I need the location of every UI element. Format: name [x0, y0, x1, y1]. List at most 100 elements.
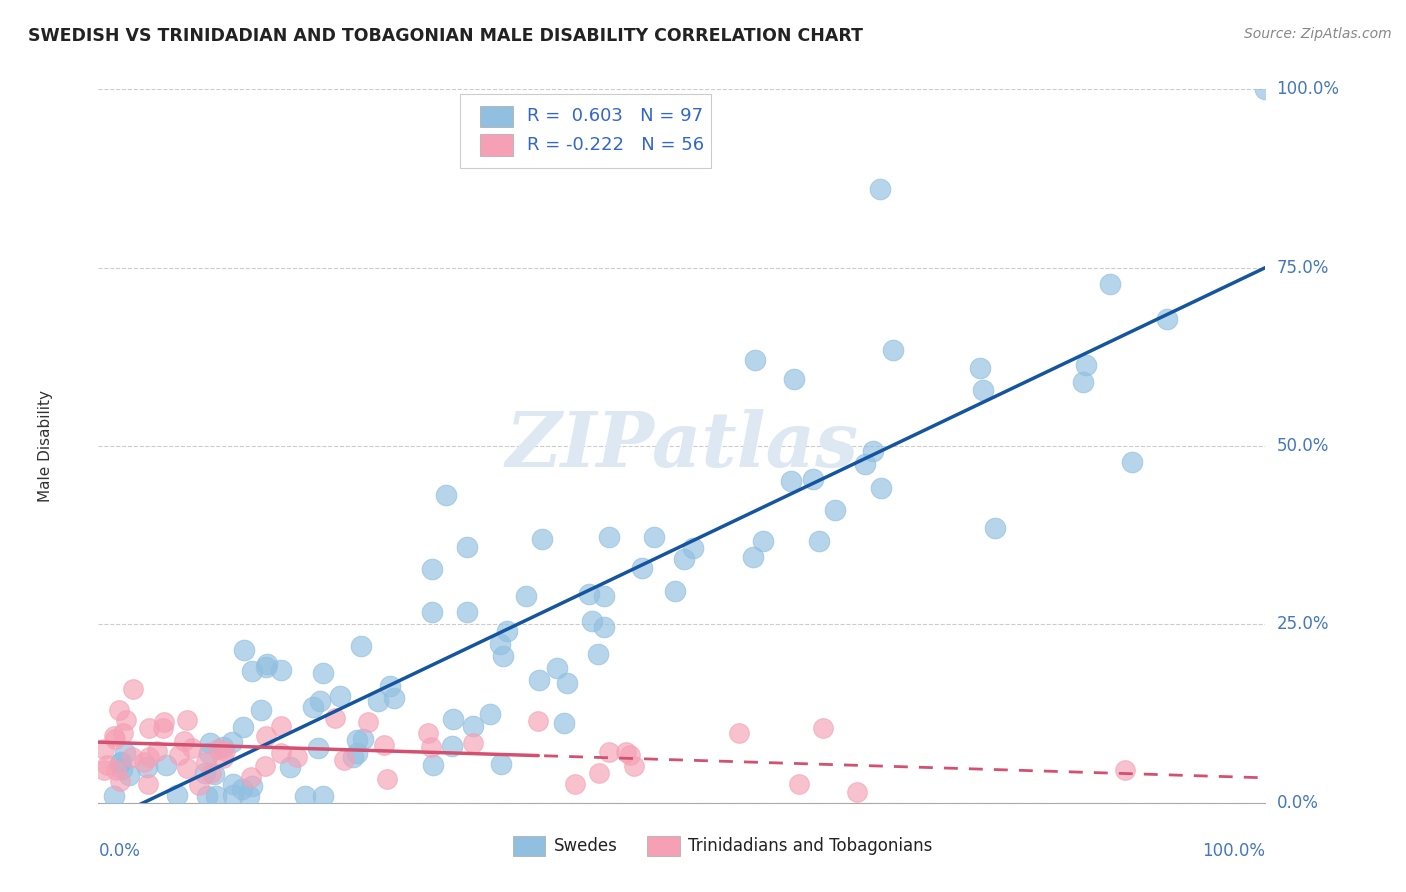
Point: [1099, 277, 1122, 292]
Bar: [479, 134, 513, 155]
Point: [309, 694, 332, 708]
Text: 100.0%: 100.0%: [1277, 80, 1340, 98]
Text: Swedes: Swedes: [554, 837, 617, 855]
Point: [807, 534, 830, 549]
Point: [152, 721, 174, 735]
Point: [312, 665, 335, 680]
Text: ZIPatlas: ZIPatlas: [505, 409, 859, 483]
Point: [167, 747, 190, 762]
Point: [586, 648, 609, 662]
Point: [270, 719, 292, 733]
Point: [107, 703, 129, 717]
Point: [813, 722, 835, 736]
Point: [96, 757, 118, 772]
Text: 25.0%: 25.0%: [1277, 615, 1329, 633]
Point: [357, 715, 380, 730]
Point: [285, 750, 308, 764]
Point: [152, 715, 174, 730]
Point: [138, 721, 160, 735]
FancyBboxPatch shape: [460, 95, 711, 168]
Point: [682, 541, 704, 556]
Point: [346, 733, 368, 747]
Point: [200, 766, 222, 780]
Point: [270, 746, 292, 760]
Point: [342, 750, 364, 764]
Point: [787, 777, 810, 791]
Point: [882, 343, 904, 358]
Point: [323, 711, 346, 725]
Point: [373, 739, 395, 753]
Point: [752, 533, 775, 548]
Point: [250, 703, 273, 717]
Bar: [647, 837, 679, 856]
Point: [253, 759, 276, 773]
Point: [420, 739, 443, 754]
Point: [103, 729, 125, 743]
Point: [307, 741, 329, 756]
Bar: [479, 105, 513, 127]
Point: [619, 748, 641, 763]
Text: 0.0%: 0.0%: [98, 842, 141, 860]
Point: [205, 789, 228, 803]
Point: [578, 587, 600, 601]
Point: [311, 789, 333, 803]
Point: [329, 689, 352, 703]
Point: [367, 694, 389, 708]
Point: [114, 746, 136, 760]
Point: [222, 788, 245, 802]
Point: [479, 706, 502, 721]
Point: [969, 361, 991, 376]
Point: [598, 745, 620, 759]
Point: [207, 742, 229, 756]
Text: 100.0%: 100.0%: [1202, 842, 1265, 860]
Point: [349, 639, 371, 653]
Point: [598, 530, 620, 544]
Point: [155, 758, 177, 772]
Point: [779, 474, 801, 488]
Point: [491, 648, 513, 663]
Point: [527, 714, 550, 729]
Point: [515, 590, 537, 604]
Point: [221, 735, 243, 749]
Point: [529, 673, 551, 687]
Point: [232, 720, 254, 734]
Point: [456, 540, 478, 554]
Point: [270, 663, 292, 677]
Point: [592, 589, 614, 603]
Point: [254, 660, 277, 674]
Point: [202, 767, 225, 781]
Point: [138, 749, 160, 764]
Point: [115, 713, 138, 727]
Point: [194, 765, 217, 780]
Point: [588, 766, 610, 780]
Bar: [513, 837, 546, 856]
Point: [783, 372, 806, 386]
Point: [103, 789, 125, 803]
Point: [546, 661, 568, 675]
Point: [631, 561, 654, 575]
Point: [440, 739, 463, 754]
Point: [441, 713, 464, 727]
Point: [553, 716, 575, 731]
Point: [232, 643, 254, 657]
Point: [378, 679, 401, 693]
Point: [1156, 312, 1178, 326]
Point: [136, 777, 159, 791]
Point: [375, 772, 398, 786]
Point: [352, 732, 374, 747]
Point: [1074, 358, 1097, 372]
Point: [972, 383, 994, 397]
Point: [198, 746, 221, 760]
Point: [176, 714, 198, 728]
Point: [346, 746, 368, 760]
Point: [744, 353, 766, 368]
Text: 0.0%: 0.0%: [1277, 794, 1319, 812]
Point: [984, 521, 1007, 535]
Text: SWEDISH VS TRINIDADIAN AND TOBAGONIAN MALE DISABILITY CORRELATION CHART: SWEDISH VS TRINIDADIAN AND TOBAGONIAN MA…: [28, 27, 863, 45]
Point: [231, 782, 253, 797]
Point: [112, 725, 135, 739]
Point: [422, 758, 444, 772]
Point: [110, 773, 132, 788]
Point: [132, 755, 155, 769]
Point: [194, 755, 217, 769]
